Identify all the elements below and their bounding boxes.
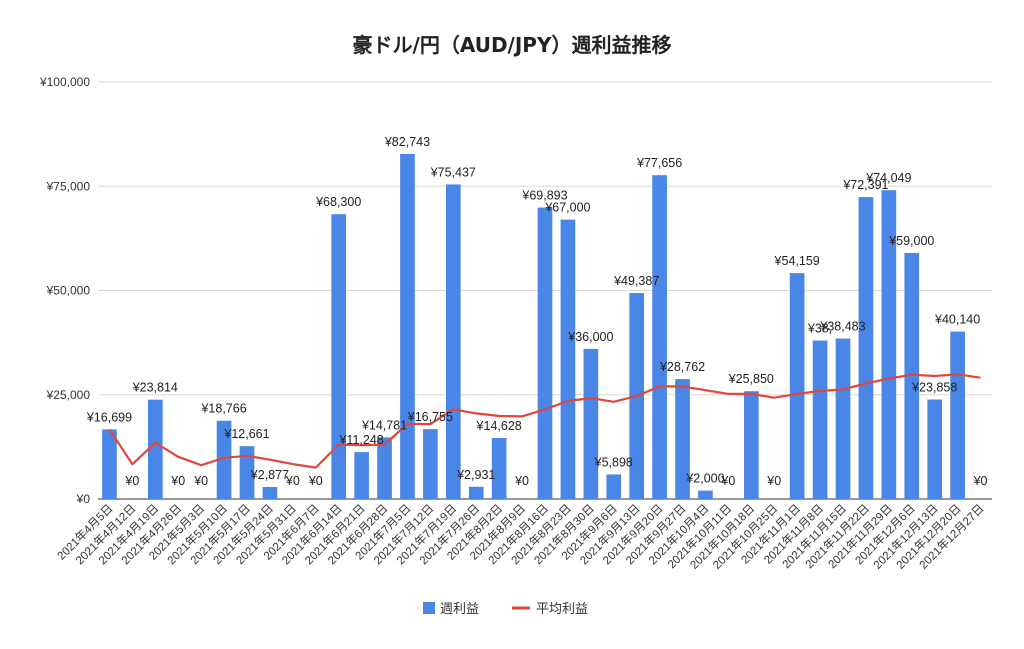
bar [675,379,690,499]
bar-data-label: ¥0 [514,474,529,488]
bar [812,340,828,499]
bar [927,399,943,499]
bar-data-label: ¥23,858 [911,381,957,395]
bar-data-label: ¥2,931 [456,468,495,482]
bar-data-label: ¥38,483 [819,320,865,334]
bar-data-label: ¥0 [193,474,208,488]
bar-data-label: ¥40,140 [934,313,980,327]
bar-data-label: ¥49,387 [613,274,659,288]
bar [491,438,507,499]
legend-label: 平均利益 [536,601,588,616]
legend-swatch-bar [423,602,435,614]
bar [858,197,874,500]
line-series [108,373,981,469]
y-tick-label: ¥75,000 [46,179,91,193]
bar-data-label: ¥23,814 [132,381,178,395]
bar [331,214,347,499]
bar-data-label: ¥16,699 [86,410,132,424]
bar-data-label: ¥54,159 [774,254,820,268]
legend: 週利益 平均利益 [423,601,588,616]
bar-data-label: ¥0 [170,474,185,488]
bar-data-label: ¥2,877 [250,468,289,482]
bar-data-label: ¥14,781 [361,418,407,432]
bar [468,486,484,499]
bar-data-label: ¥16,755 [407,410,453,424]
bar [102,429,117,499]
bar [835,338,851,499]
y-tick-label: ¥0 [76,492,91,506]
bar [216,420,232,499]
bar-data-label: ¥18,766 [200,402,246,416]
bar [262,487,278,499]
average-profit-line [108,373,981,469]
bar-series [102,153,965,500]
bar [904,252,920,499]
bar-data-label: ¥69,893 [521,189,567,203]
bar-data-label: ¥0 [720,474,735,488]
bar-data-label: ¥25,850 [728,372,774,386]
bar [354,452,369,499]
x-axis-ticks: 2021年4月5日2021年4月12日2021年4月19日2021年4月26日2… [54,501,987,571]
bar-data-label: ¥5,898 [594,455,633,469]
bar [560,219,576,500]
chart-title: 豪ドル/円（AUD/JPY）週利益推移 [353,33,672,57]
bar-data-label: ¥75,437 [430,165,476,179]
bar [423,429,438,499]
bar-data-label: ¥11,248 [338,433,383,447]
bar-data-label: ¥14,628 [476,419,522,433]
bar [789,273,805,499]
bar [606,474,622,499]
bar-data-label: ¥77,656 [636,156,682,170]
bar [881,190,897,499]
bar [239,446,255,499]
bar-data-label: ¥0 [308,474,323,488]
bar [698,490,713,499]
bar-data-label: ¥72,391 [842,178,888,192]
bar-data-label: ¥0 [766,474,781,488]
bar-data-label: ¥2,000 [685,472,724,486]
legend-label: 週利益 [440,601,479,616]
bar [537,207,553,499]
bar-data-label: ¥74,049 [865,171,911,185]
bar [743,391,759,499]
bar-data-label: ¥12,661 [223,427,269,441]
bar-data-label: ¥0 [124,474,139,488]
y-tick-label: ¥50,000 [46,284,91,298]
bar-data-label: ¥36,000 [567,330,613,344]
bar-data-label: ¥67,000 [544,201,590,215]
bar [652,175,667,499]
bar-data-label: ¥0 [285,474,300,488]
bar-data-label: ¥82,743 [384,135,430,149]
bar [147,399,163,499]
bar-data-label: ¥0 [973,474,988,488]
y-tick-label: ¥100,000 [39,75,90,89]
bar-data-label: ¥59,000 [888,234,934,248]
bar [377,437,392,499]
bar-data-label: ¥68,300 [315,195,361,209]
bar [950,331,965,499]
data-labels: ¥16,699 ¥0 ¥23,814 ¥0 ¥0 ¥18,766 ¥12,661 ¥2,877… [86,135,988,488]
bar-data-label: ¥38, [807,322,832,336]
y-axis-ticks: ¥0 ¥25,000 ¥50,000 ¥75,000 ¥100,000 [39,75,90,506]
bar-data-label: ¥28,762 [659,360,705,374]
bar [583,348,599,499]
bar [400,153,415,500]
y-tick-label: ¥25,000 [46,388,91,402]
bar [445,184,461,499]
